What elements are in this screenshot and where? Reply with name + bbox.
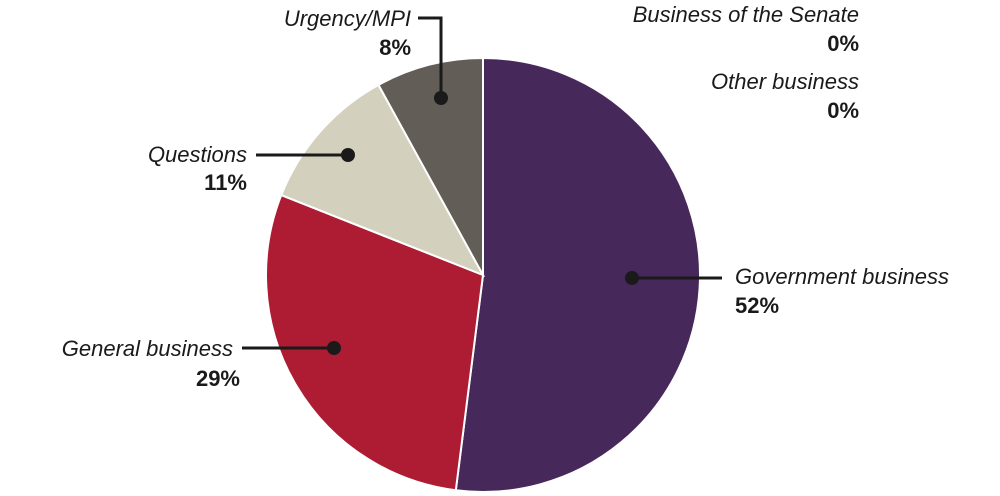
label-general-business: General business bbox=[62, 336, 233, 361]
pie-slice-questions bbox=[279, 83, 486, 277]
pie-slice-urgency-mpi bbox=[377, 56, 484, 276]
label-other-business: Other business bbox=[711, 69, 859, 94]
leader-dot-urgency-mpi bbox=[434, 91, 448, 105]
pie-slice-government-business bbox=[454, 56, 701, 493]
label-urgency-mpi: Urgency/MPI bbox=[284, 6, 411, 31]
label-business-of-the-senate: Business of the Senate bbox=[633, 2, 859, 27]
value-urgency-mpi: 8% bbox=[379, 35, 411, 60]
value-other-business: 0% bbox=[827, 98, 859, 123]
leader-dot-government-business bbox=[625, 271, 639, 285]
value-business-of-the-senate: 0% bbox=[827, 31, 859, 56]
pie-slice-general-business bbox=[265, 193, 485, 492]
label-government-business: Government business bbox=[735, 264, 949, 289]
label-questions: Questions bbox=[148, 142, 247, 167]
leader-line-urgency-mpi bbox=[418, 16, 443, 98]
leader-dot-questions bbox=[341, 148, 355, 162]
value-general-business: 29% bbox=[196, 366, 240, 391]
value-questions: 11% bbox=[204, 170, 247, 195]
leader-dot-general-business bbox=[327, 341, 341, 355]
value-government-business: 52% bbox=[735, 293, 779, 318]
